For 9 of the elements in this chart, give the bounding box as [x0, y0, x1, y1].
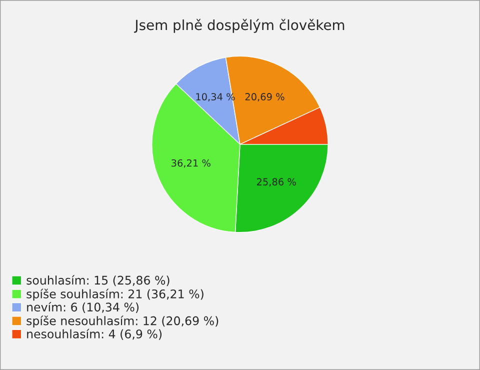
data-label: 20,69 %	[245, 93, 284, 102]
legend-label: spíše nesouhlasím: 12 (20,69 %)	[26, 316, 218, 328]
legend-label: nevím: 6 (10,34 %)	[27, 302, 139, 313]
legend-label: spíše souhlasím: 21 (36,21 %)	[26, 288, 204, 301]
chart-title: Jsem plně dospělým člověkem	[134, 18, 344, 33]
data-label: 25,86 %	[256, 178, 296, 186]
data-label: 36,21 %	[172, 159, 210, 168]
legend-label: souhlasím: 15 (25,86 %)	[26, 275, 170, 286]
legend-label: nesouhlasím: 4 (6,9 %)	[27, 328, 162, 340]
